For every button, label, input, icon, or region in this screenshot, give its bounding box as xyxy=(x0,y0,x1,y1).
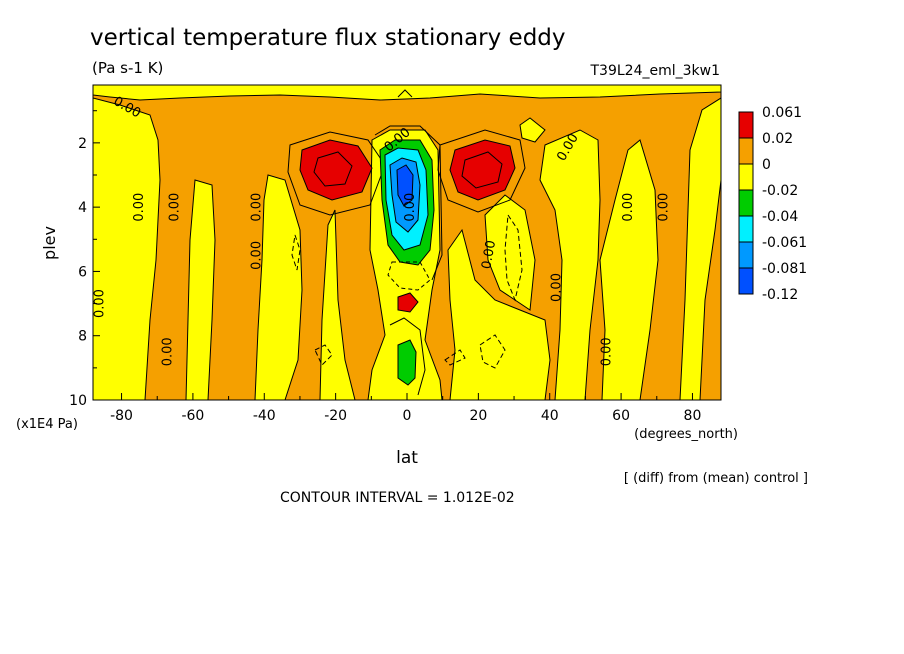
yellow-right-wide xyxy=(599,139,659,400)
equator-dashed-inner xyxy=(387,261,431,291)
legend-swatch xyxy=(738,241,754,269)
yellow-regions xyxy=(93,85,721,400)
contour-label: 0.00 xyxy=(621,193,636,222)
green-region-lower xyxy=(397,339,417,386)
x-axis: -80 -60 -40 -20 0 20 40 60 80 xyxy=(110,393,701,424)
x-tick-label: 0 xyxy=(403,408,412,424)
x-tick-label: -60 xyxy=(181,408,204,424)
dashed-contours xyxy=(291,213,523,369)
yellow-right-column xyxy=(539,129,601,400)
y-axis: 2 4 6 8 10 xyxy=(69,110,100,409)
legend-level-label: 0.02 xyxy=(762,131,793,147)
legend-swatch xyxy=(738,189,754,217)
y-tick-label: 2 xyxy=(78,136,87,152)
red-south-outline xyxy=(287,131,386,216)
red-cell-north xyxy=(449,139,516,201)
diff-note: [ (diff) from (mean) control ] xyxy=(624,471,808,486)
yellow-left-midcolumn xyxy=(185,179,216,400)
x-axis-label: lat xyxy=(396,448,418,468)
legend-swatch xyxy=(738,111,754,139)
red-cell-equator xyxy=(397,292,419,313)
legend-swatch xyxy=(738,215,754,243)
plot-area xyxy=(93,85,721,400)
equator-negative-column xyxy=(379,139,435,386)
x-tick-label: -20 xyxy=(324,408,347,424)
legend-level-label: -0.04 xyxy=(762,209,798,225)
yellow-left-inner xyxy=(254,174,303,400)
y-tick-label: 4 xyxy=(78,200,87,216)
chart-title: vertical temperature flux stationary edd… xyxy=(90,25,566,51)
x-tick-label: 40 xyxy=(541,408,559,424)
dashed-contour-left xyxy=(291,234,301,271)
legend-level-label: -0.061 xyxy=(762,235,807,251)
yellow-left-column xyxy=(93,97,161,400)
x-tick-label: -40 xyxy=(253,408,276,424)
dashed-contour-lower-right xyxy=(479,334,506,369)
yellow-right-ridge xyxy=(447,228,551,400)
yellow-left-ridge xyxy=(319,209,356,400)
yellow-top-right-pocket xyxy=(519,117,546,143)
red-south-inner xyxy=(313,151,353,187)
yellow-right-edge xyxy=(679,97,721,400)
x-tick-label: 80 xyxy=(684,408,702,424)
x-tick-label: 20 xyxy=(469,408,487,424)
y-axis-units: (x1E4 Pa) xyxy=(16,417,78,432)
y-tick-label: 10 xyxy=(69,393,87,409)
dashed-contour-lower-mid xyxy=(444,349,466,366)
contour-interval: CONTOUR INTERVAL = 1.012E-02 xyxy=(280,490,515,506)
contour-label: 0.00 xyxy=(250,193,265,222)
run-id: T39L24_eml_3kw1 xyxy=(590,63,721,79)
chart-units: (Pa s-1 K) xyxy=(92,59,163,77)
yellow-right-inner xyxy=(484,194,536,311)
contour-label: 0.00 xyxy=(93,289,108,318)
dashed-contour-right xyxy=(504,213,523,302)
zero-contour-equator-lower xyxy=(389,317,426,396)
y-tick-label: 8 xyxy=(78,329,87,345)
contour-label: 0.00 xyxy=(403,193,418,222)
legend-level-label: -0.02 xyxy=(762,183,798,199)
contour-label: 0.00 xyxy=(599,337,614,366)
color-legend: 0.061 0.02 0 -0.02 -0.04 -0.061 -0.081 -0.12 xyxy=(738,105,807,303)
contour-label: 0.00 xyxy=(250,241,265,270)
contour-label: 0.00 xyxy=(549,273,564,302)
zero-contour-equator-upper xyxy=(374,125,443,281)
y-tick-label: 6 xyxy=(78,264,87,280)
red-cell-south xyxy=(299,139,373,201)
contour-label: 0.00 xyxy=(168,193,183,222)
legend-level-label: 0 xyxy=(762,157,771,173)
contour-label: 0.00 xyxy=(161,337,176,366)
red-regions xyxy=(287,129,526,313)
legend-level-label: 0.061 xyxy=(762,105,802,121)
legend-swatch xyxy=(738,163,754,191)
x-tick-label: -80 xyxy=(110,408,133,424)
dashed-contour-lower-left xyxy=(314,344,333,366)
contour-label: 0.00 xyxy=(479,239,499,270)
legend-level-label: -0.081 xyxy=(762,261,807,277)
dark-blue-region xyxy=(396,164,414,207)
x-tick-label: 60 xyxy=(612,408,630,424)
red-north-inner xyxy=(461,151,503,189)
legend-level-label: -0.12 xyxy=(762,287,798,303)
y-axis-label: plev xyxy=(40,226,59,260)
legend-swatch xyxy=(738,267,754,295)
contour-label: 0.00 xyxy=(656,193,671,222)
zero-contours xyxy=(374,89,443,396)
red-north-outline xyxy=(437,129,526,213)
x-axis-units: (degrees_north) xyxy=(634,427,738,442)
contour-label: 0.00 xyxy=(132,193,147,222)
legend-swatch xyxy=(738,137,754,165)
zero-contour-top xyxy=(397,89,413,98)
